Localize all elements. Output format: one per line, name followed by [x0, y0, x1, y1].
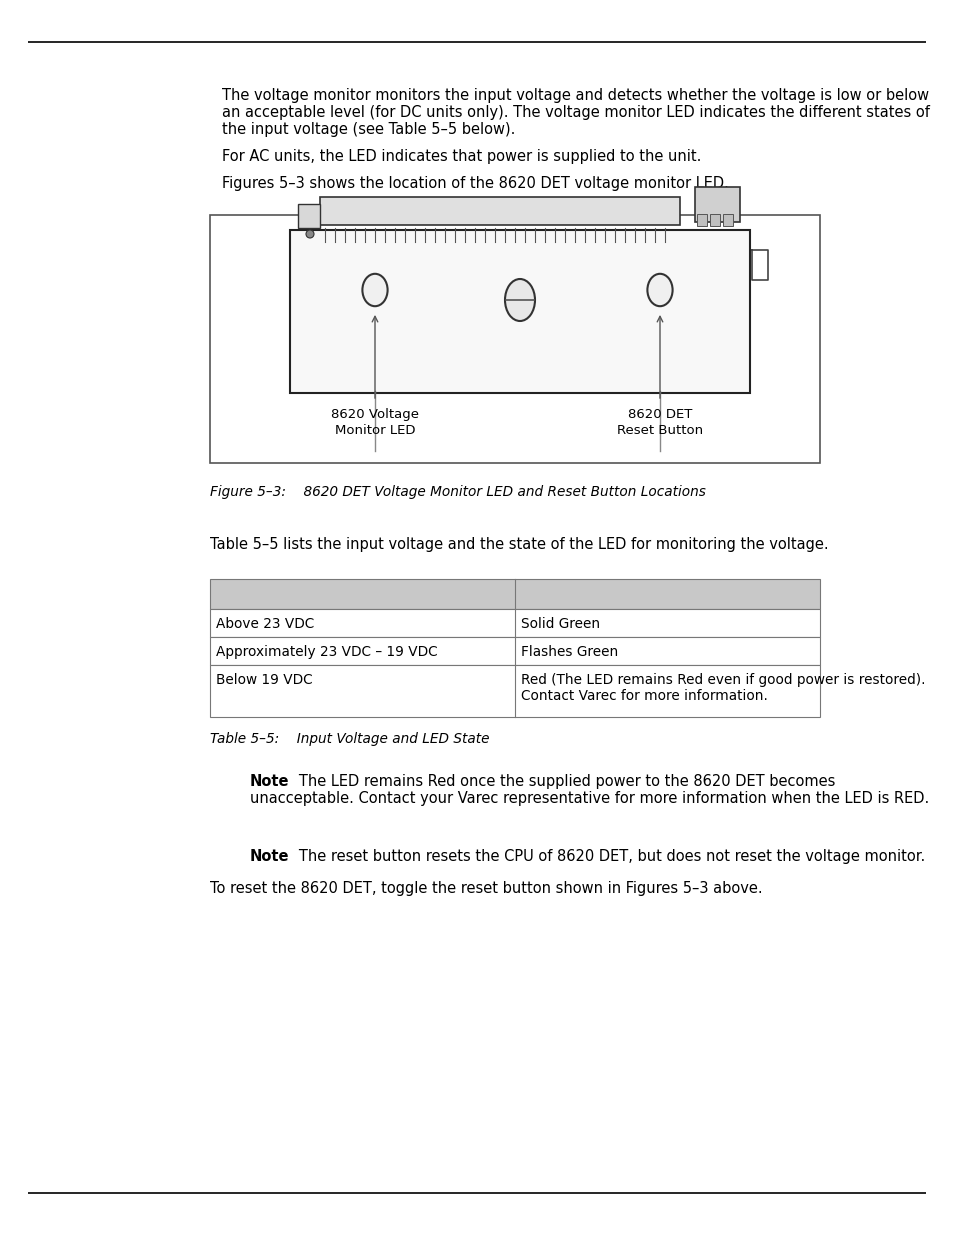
Bar: [297, 204, 319, 228]
Text: an acceptable level (for DC units only). The voltage monitor LED indicates the d: an acceptable level (for DC units only).…: [222, 105, 929, 120]
Bar: [290, 230, 749, 393]
Text: Table 5–5 lists the input voltage and the state of the LED for monitoring the vo: Table 5–5 lists the input voltage and th…: [210, 537, 828, 552]
Bar: [210, 664, 820, 718]
Bar: [210, 579, 820, 609]
Text: To reset the 8620 DET, toggle the reset button shown in Figures 5–3 above.: To reset the 8620 DET, toggle the reset …: [210, 881, 761, 897]
Bar: [697, 214, 706, 226]
Text: the input voltage (see Table 5–5 below).: the input voltage (see Table 5–5 below).: [222, 122, 515, 137]
Text: Solid Green: Solid Green: [520, 618, 599, 631]
Text: Above 23 VDC: Above 23 VDC: [215, 618, 314, 631]
Text: Approximately 23 VDC – 19 VDC: Approximately 23 VDC – 19 VDC: [215, 645, 437, 659]
Text: 8620 DET: 8620 DET: [627, 408, 692, 421]
Text: Monitor LED: Monitor LED: [335, 424, 415, 437]
Text: Below 19 VDC: Below 19 VDC: [215, 673, 313, 687]
Text: The voltage monitor monitors the input voltage and detects whether the voltage i: The voltage monitor monitors the input v…: [222, 88, 928, 103]
Circle shape: [306, 230, 314, 238]
Text: The LED remains Red once the supplied power to the 8620 DET becomes: The LED remains Red once the supplied po…: [285, 774, 835, 789]
Text: Flashes Green: Flashes Green: [520, 645, 618, 659]
Text: Figure 5–3:    8620 DET Voltage Monitor LED and Reset Button Locations: Figure 5–3: 8620 DET Voltage Monitor LED…: [210, 485, 705, 499]
Bar: [210, 609, 820, 637]
Bar: [709, 214, 720, 226]
Text: Note: Note: [250, 848, 289, 864]
Bar: [319, 198, 679, 225]
Text: 8620 Voltage: 8620 Voltage: [331, 408, 418, 421]
Text: Contact Varec for more information.: Contact Varec for more information.: [520, 689, 767, 703]
Bar: [695, 186, 740, 222]
Ellipse shape: [504, 279, 535, 321]
Text: unacceptable. Contact your Varec representative for more information when the LE: unacceptable. Contact your Varec represe…: [250, 790, 928, 806]
Bar: [722, 214, 732, 226]
Text: The reset button resets the CPU of 8620 DET, but does not reset the voltage moni: The reset button resets the CPU of 8620 …: [285, 848, 924, 864]
Text: Table 5–5:    Input Voltage and LED State: Table 5–5: Input Voltage and LED State: [210, 732, 489, 746]
Bar: [210, 637, 820, 664]
Ellipse shape: [647, 274, 672, 306]
Text: Figures 5–3 shows the location of the 8620 DET voltage monitor LED.: Figures 5–3 shows the location of the 86…: [222, 177, 728, 191]
Text: Red (The LED remains Red even if good power is restored).: Red (The LED remains Red even if good po…: [520, 673, 924, 687]
Bar: [210, 215, 820, 463]
Ellipse shape: [362, 274, 387, 306]
Text: Reset Button: Reset Button: [617, 424, 702, 437]
Text: Note: Note: [250, 774, 289, 789]
Text: For AC units, the LED indicates that power is supplied to the unit.: For AC units, the LED indicates that pow…: [222, 149, 700, 164]
